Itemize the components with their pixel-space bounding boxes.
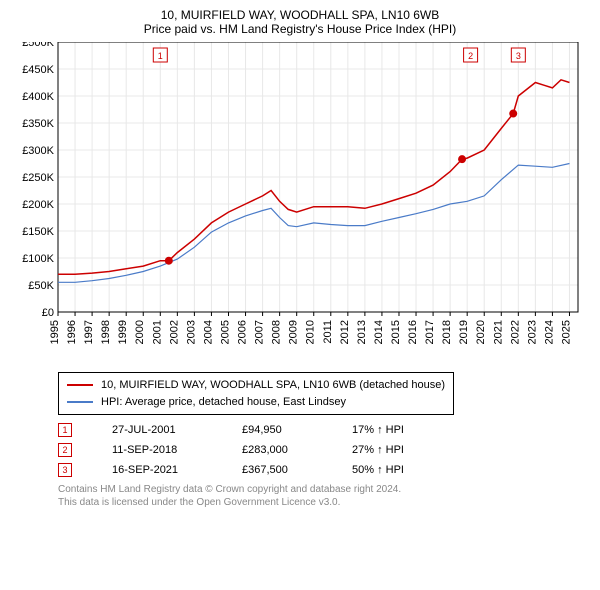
chart-subtitle: Price paid vs. HM Land Registry's House … (10, 22, 590, 36)
svg-text:2023: 2023 (526, 320, 538, 344)
svg-text:2016: 2016 (407, 320, 419, 344)
sale-delta: 17% ↑ HPI (352, 424, 432, 436)
footer-line: Contains HM Land Registry data © Crown c… (58, 483, 590, 496)
svg-text:2003: 2003 (185, 320, 197, 344)
svg-text:2018: 2018 (441, 320, 453, 344)
svg-text:£0: £0 (42, 307, 54, 319)
svg-text:2000: 2000 (134, 320, 146, 344)
svg-text:£400K: £400K (22, 91, 54, 103)
sale-date: 16-SEP-2021 (112, 464, 202, 476)
svg-text:2002: 2002 (168, 320, 180, 344)
svg-text:£200K: £200K (22, 199, 54, 211)
svg-text:2020: 2020 (475, 320, 487, 344)
svg-text:1999: 1999 (117, 320, 129, 344)
plot-area: £0 £50K £100K £150K £200K £250K £300K £350K £400… (10, 42, 590, 362)
svg-text:£300K: £300K (22, 145, 54, 157)
footer-line: This data is licensed under the Open Gov… (58, 496, 590, 509)
svg-text:2001: 2001 (151, 320, 163, 344)
svg-text:2008: 2008 (271, 320, 283, 344)
svg-text:£350K: £350K (22, 118, 54, 130)
sales-table: 1 27-JUL-2001 £94,950 17% ↑ HPI 2 11-SEP… (58, 423, 590, 477)
svg-text:£450K: £450K (22, 64, 54, 76)
chart-container: 10, MUIRFIELD WAY, WOODHALL SPA, LN10 6W… (0, 0, 600, 515)
sale-price: £283,000 (242, 444, 312, 456)
sale-delta: 27% ↑ HPI (352, 444, 432, 456)
svg-text:3: 3 (516, 51, 521, 61)
sale-marker: 3 (58, 463, 72, 477)
svg-text:£250K: £250K (22, 172, 54, 184)
svg-text:2021: 2021 (492, 320, 504, 344)
svg-text:£100K: £100K (22, 253, 54, 265)
legend-label: 10, MUIRFIELD WAY, WOODHALL SPA, LN10 6W… (101, 377, 445, 394)
svg-text:2013: 2013 (356, 320, 368, 344)
svg-text:1996: 1996 (66, 320, 78, 344)
sale-price: £94,950 (242, 424, 312, 436)
sale-date: 11-SEP-2018 (112, 444, 202, 456)
title-area: 10, MUIRFIELD WAY, WOODHALL SPA, LN10 6W… (10, 8, 590, 36)
svg-text:2011: 2011 (322, 320, 334, 344)
sale-marker: 2 (58, 443, 72, 457)
svg-text:2024: 2024 (543, 320, 555, 344)
legend-label: HPI: Average price, detached house, East… (101, 394, 346, 411)
svg-text:2005: 2005 (219, 320, 231, 344)
svg-text:1: 1 (158, 51, 163, 61)
svg-text:1997: 1997 (83, 320, 95, 344)
svg-text:2004: 2004 (202, 320, 214, 344)
legend-swatch (67, 401, 93, 403)
legend: 10, MUIRFIELD WAY, WOODHALL SPA, LN10 6W… (58, 372, 454, 415)
chart-title: 10, MUIRFIELD WAY, WOODHALL SPA, LN10 6W… (10, 8, 590, 22)
svg-text:£50K: £50K (28, 280, 54, 292)
sale-date: 27-JUL-2001 (112, 424, 202, 436)
sale-row: 2 11-SEP-2018 £283,000 27% ↑ HPI (58, 443, 590, 457)
svg-text:2015: 2015 (390, 320, 402, 344)
sale-price: £367,500 (242, 464, 312, 476)
svg-text:2014: 2014 (373, 320, 385, 344)
sale-delta: 50% ↑ HPI (352, 464, 432, 476)
svg-text:2006: 2006 (237, 320, 249, 344)
sale-marker: 1 (58, 423, 72, 437)
svg-text:2022: 2022 (509, 320, 521, 344)
svg-text:2010: 2010 (305, 320, 317, 344)
svg-text:2025: 2025 (560, 320, 572, 344)
sale-row: 1 27-JUL-2001 £94,950 17% ↑ HPI (58, 423, 590, 437)
chart-svg: £0 £50K £100K £150K £200K £250K £300K £350K £400… (10, 42, 590, 362)
svg-text:2009: 2009 (288, 320, 300, 344)
svg-text:2: 2 (468, 51, 473, 61)
svg-text:1998: 1998 (100, 320, 112, 344)
legend-item: HPI: Average price, detached house, East… (67, 394, 445, 411)
footer: Contains HM Land Registry data © Crown c… (58, 483, 590, 509)
svg-text:2017: 2017 (424, 320, 436, 344)
sale-row: 3 16-SEP-2021 £367,500 50% ↑ HPI (58, 463, 590, 477)
svg-text:£500K: £500K (22, 42, 54, 49)
svg-text:2012: 2012 (339, 320, 351, 344)
svg-text:1995: 1995 (49, 320, 61, 344)
svg-text:£150K: £150K (22, 226, 54, 238)
legend-swatch (67, 384, 93, 386)
svg-text:2007: 2007 (254, 320, 266, 344)
legend-item: 10, MUIRFIELD WAY, WOODHALL SPA, LN10 6W… (67, 377, 445, 394)
svg-text:2019: 2019 (458, 320, 470, 344)
